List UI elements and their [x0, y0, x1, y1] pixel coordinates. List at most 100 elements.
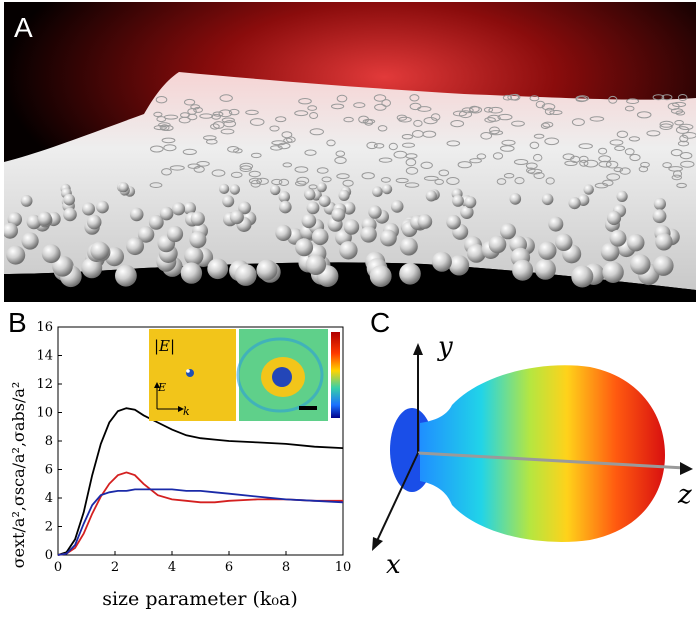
surface-dimple — [270, 145, 283, 151]
x-tick-label: 0 — [54, 560, 62, 575]
y-tick-label: 10 — [36, 406, 53, 421]
surface-dimple — [412, 130, 424, 138]
x-axis-line — [375, 452, 419, 544]
surface-dimple — [227, 146, 240, 153]
nanoparticle — [555, 233, 573, 251]
surface-dimple — [483, 107, 494, 113]
surface-dimple — [578, 143, 593, 150]
surface-dimple — [680, 160, 695, 168]
nanoparticle — [390, 200, 404, 213]
nanoparticle — [446, 214, 461, 230]
field-inset: |E| E k — [149, 329, 340, 421]
surface-dimple — [271, 140, 287, 146]
y-axis-label: σext/a²,σsca/a²,σabs/a² — [9, 382, 28, 569]
nanoparticle — [616, 190, 628, 202]
panel-c-label: C — [370, 307, 391, 338]
surface-dimple — [304, 149, 317, 156]
nanoparticle — [166, 225, 184, 243]
surface-dimple — [381, 99, 392, 107]
surface-dimple — [529, 95, 540, 102]
surface-dimple — [629, 153, 641, 162]
nanoparticle — [609, 229, 627, 247]
nanoparticle — [207, 258, 229, 280]
nanoparticle — [541, 193, 554, 206]
surface-dimples — [149, 93, 697, 190]
surface-dimple — [211, 169, 226, 177]
surface-dimple — [608, 95, 618, 104]
x-axis-label: x — [386, 550, 401, 580]
surface-dimple — [158, 122, 171, 128]
y-tick-label: 6 — [45, 463, 53, 478]
nanoparticle — [512, 259, 534, 281]
surface-dimple — [529, 141, 540, 150]
surface-dimple — [336, 173, 350, 180]
surface-dimple — [676, 182, 687, 189]
nanoparticle-spheres — [2, 182, 680, 288]
nanoparticle — [655, 233, 673, 251]
nanoparticle — [126, 237, 144, 256]
surface-dimple — [239, 162, 254, 170]
nanoparticle — [606, 210, 622, 226]
surface-dimple — [353, 102, 366, 108]
surface-dimple — [248, 170, 261, 178]
surface-dimple — [362, 118, 376, 124]
surface-dimple — [159, 124, 170, 131]
surface-dimple — [562, 153, 575, 160]
surface-dimple — [564, 160, 578, 167]
nanoparticle — [63, 207, 77, 222]
nanoparticle — [256, 259, 278, 281]
surface-dimple — [396, 114, 408, 121]
surface-dimple — [503, 173, 515, 179]
nanoparticle — [229, 210, 244, 225]
surface-dimple — [602, 179, 614, 187]
x-axis-arrowhead — [372, 537, 383, 551]
surface-dimple — [677, 140, 690, 147]
nanoparticle — [538, 241, 557, 260]
nanoparticle — [81, 257, 103, 279]
surface-dimple — [373, 143, 385, 149]
surface-dimple — [511, 120, 525, 127]
surface-dimple — [378, 157, 393, 163]
x-axis-label: size parameter (k₀a) — [102, 588, 298, 610]
nanoparticle — [172, 202, 186, 216]
surface-dimple — [211, 113, 222, 120]
surface-dimple — [438, 169, 450, 177]
surface-dimple — [626, 98, 640, 104]
surface-dimple — [336, 94, 348, 103]
z-axis-line — [417, 451, 686, 470]
surface-dimple — [163, 114, 179, 120]
surface-dimple — [652, 94, 665, 101]
surface-dimple — [409, 94, 420, 102]
nanoparticle — [295, 238, 314, 257]
surface-dimple — [579, 155, 589, 163]
surface-dimple — [282, 162, 293, 168]
surface-dimple — [526, 167, 536, 174]
surface-dimple — [533, 133, 545, 139]
surface-dimple — [476, 153, 487, 160]
panel-c-radiation-pattern: C y z x — [360, 305, 700, 614]
surface-dimple — [540, 122, 551, 130]
chart-ticks: 0 2 4 6 8 10 0 2 4 6 8 10 12 14 16 — [36, 320, 351, 575]
surface-dimple — [616, 130, 629, 139]
surface-dimple — [500, 145, 515, 152]
panel-a-illustration — [2, 2, 697, 302]
panel-b-label: B — [8, 307, 27, 338]
surface-dimple — [507, 94, 520, 101]
surface-dimple — [395, 177, 409, 184]
surface-dimple — [549, 110, 563, 115]
surface-dimple — [298, 98, 312, 105]
nanoparticle — [222, 195, 235, 208]
surface-dimple — [228, 108, 240, 116]
nanoparticle — [382, 184, 393, 195]
nanoparticle — [417, 214, 433, 229]
surface-dimple — [342, 179, 354, 187]
surface-dimple — [155, 96, 168, 104]
surface-dimple — [193, 106, 204, 113]
surface-dimple — [184, 98, 196, 106]
surface-dimple — [281, 131, 293, 139]
y-axis-arrowhead — [413, 343, 423, 355]
surface-dimple — [571, 118, 585, 126]
surface-dimple — [628, 136, 641, 142]
nanoparticle — [129, 207, 144, 222]
nanoparticle — [184, 246, 204, 266]
